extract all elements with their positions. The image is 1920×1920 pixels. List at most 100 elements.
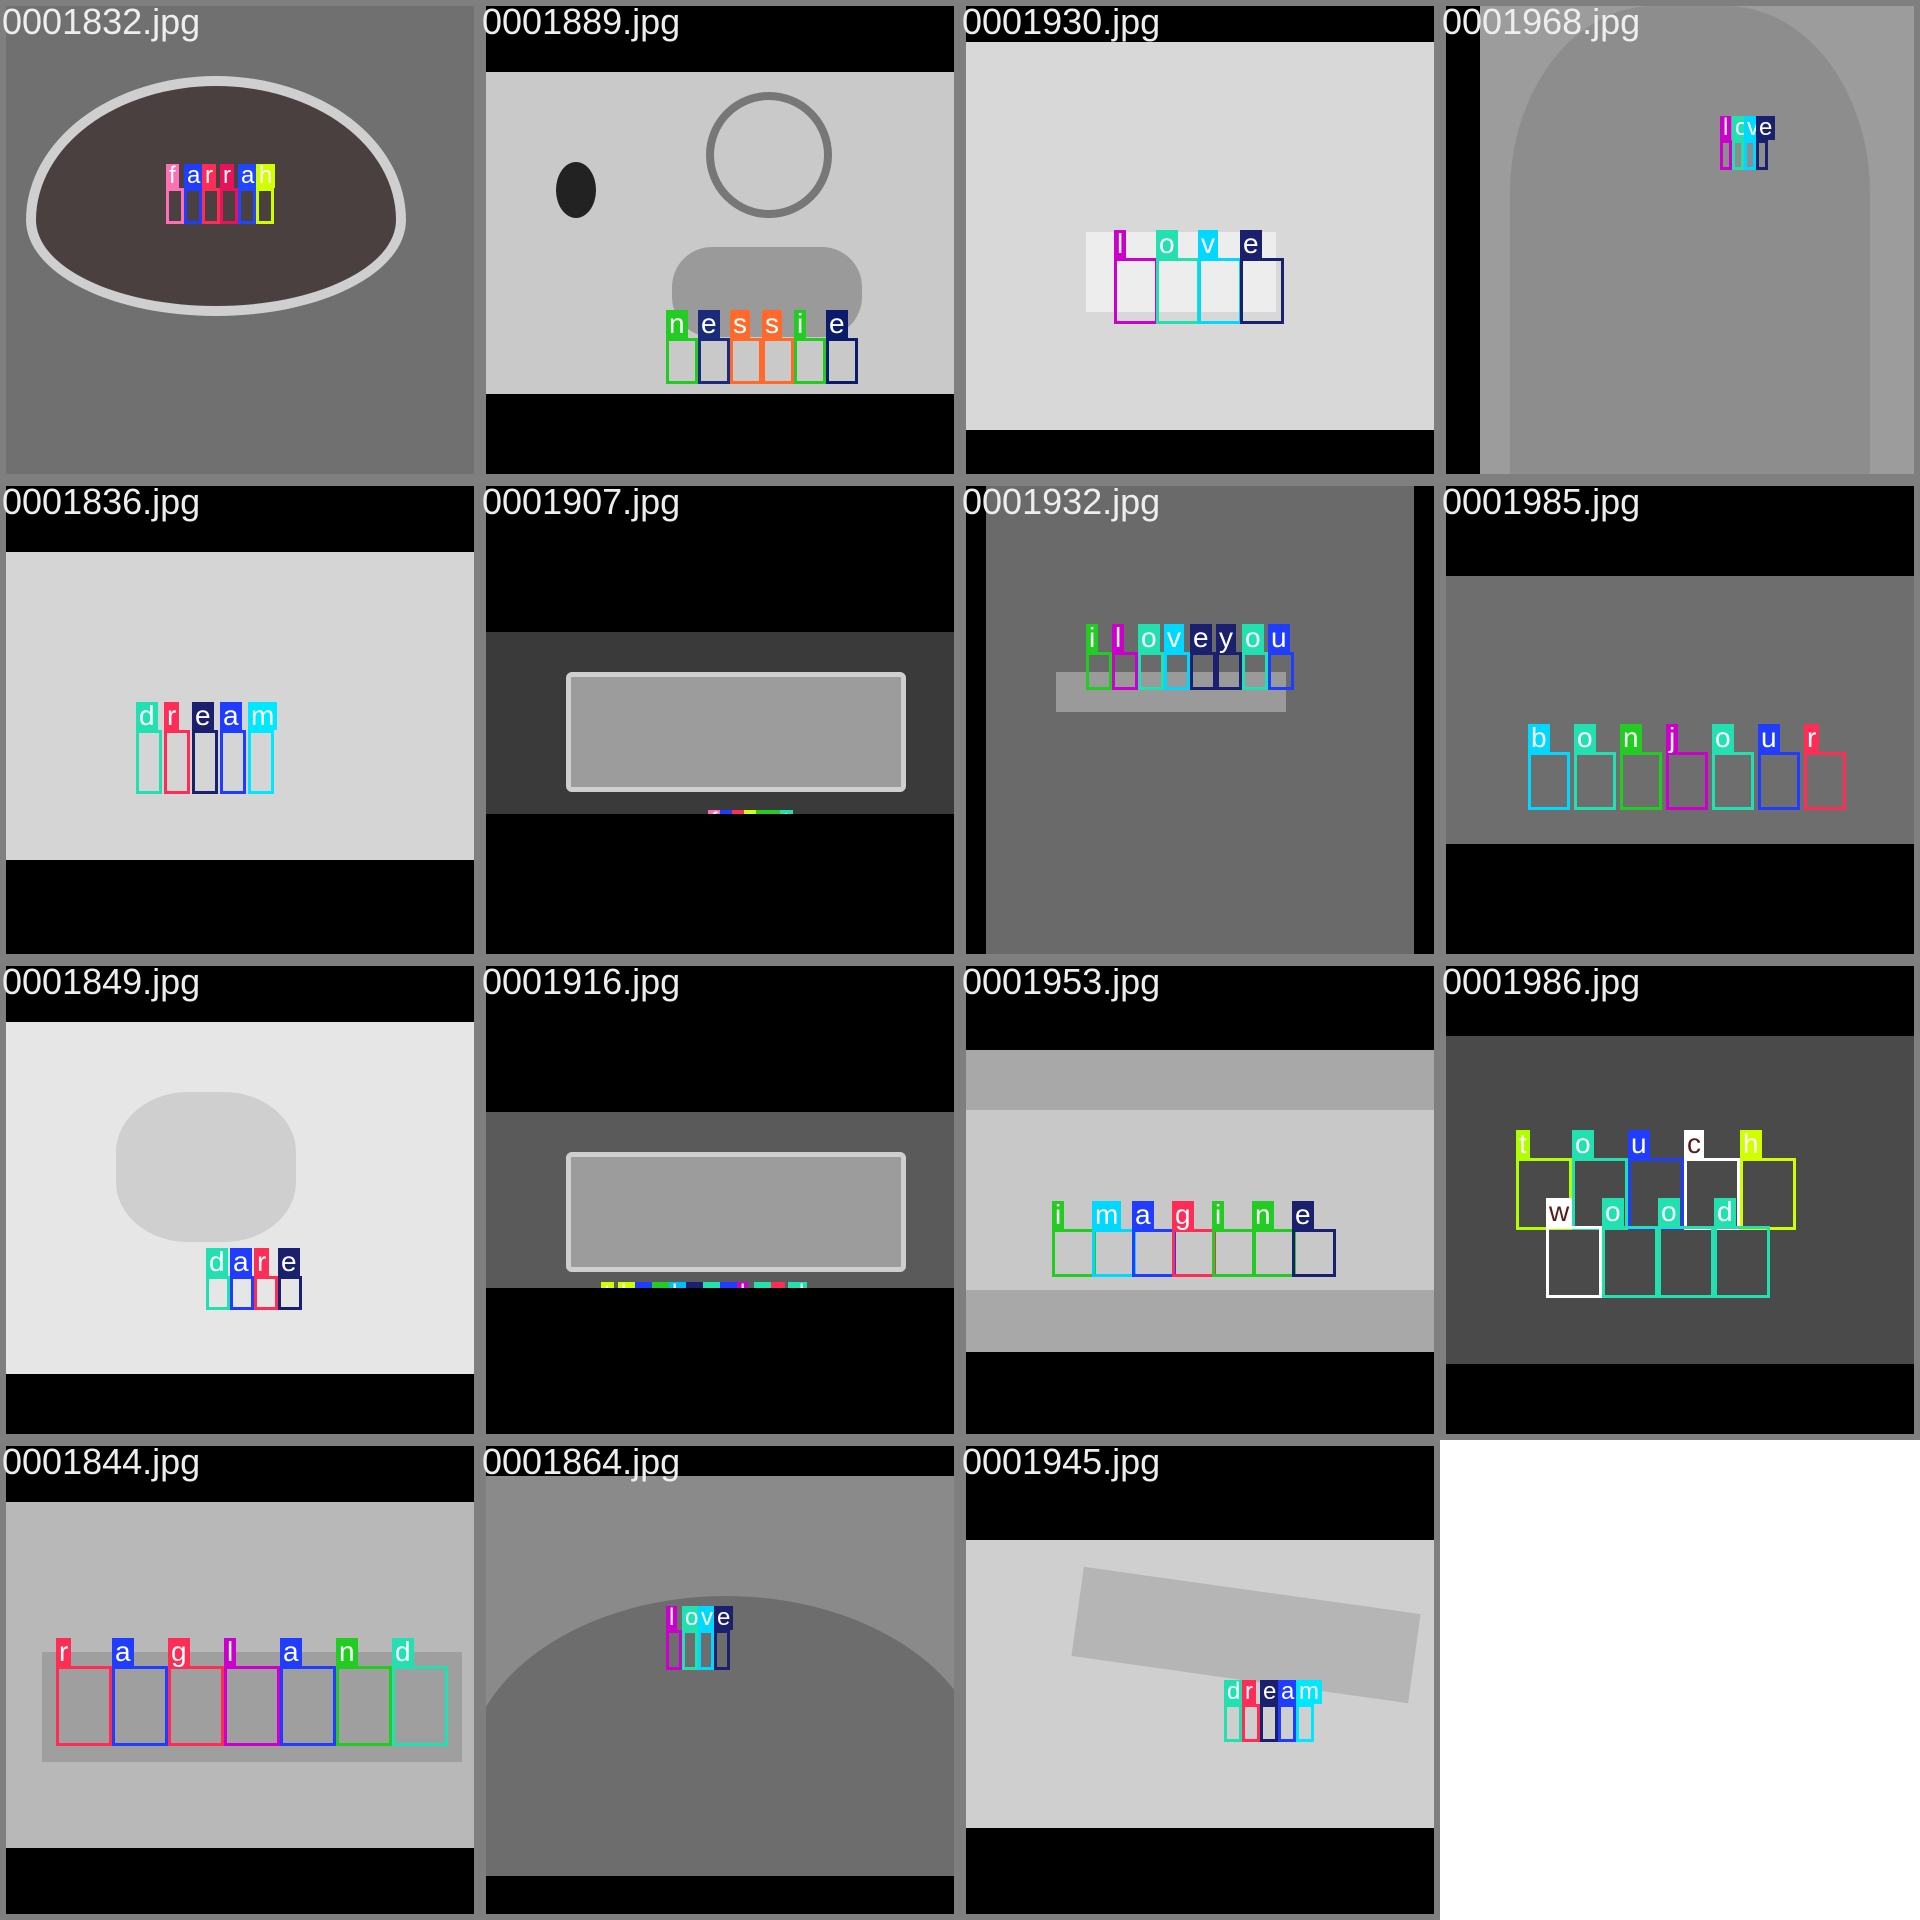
wood-tag <box>1056 672 1286 712</box>
letter-label: e <box>826 310 848 338</box>
braille-cell-box <box>1658 1226 1714 1298</box>
letter-label: d <box>392 1638 414 1666</box>
braille-cell-box <box>1712 752 1754 810</box>
photo-frame: thankyoulord <box>486 966 954 1434</box>
thumbnail-tile[interactable]: b o n j o u r 0001985.jpg <box>1440 480 1920 960</box>
letter-label: d <box>788 1282 808 1288</box>
letter-label: e <box>1240 230 1262 258</box>
letter-label: r <box>202 164 216 188</box>
file-name: 0001985.jpg <box>1442 481 1641 522</box>
letter-label: i <box>1052 1201 1065 1229</box>
letter-label: o <box>1138 624 1160 652</box>
letter-label: a <box>720 810 740 814</box>
letter-label: l <box>1720 116 1732 140</box>
thumbnail-tile[interactable]: n e s s i e 0001889.jpg <box>480 0 960 480</box>
thumbnail-tile[interactable]: fartrat 0001907.jpg <box>480 480 960 960</box>
letter-label: o <box>1712 724 1734 752</box>
braille-cell-box <box>248 730 274 794</box>
braille-cell-box <box>206 1276 230 1310</box>
letter-label: k <box>669 1282 687 1288</box>
braille-cell-box <box>1574 752 1616 810</box>
braille-cell-box <box>1546 1226 1602 1298</box>
letter-label: r <box>756 810 770 814</box>
braille-cell-box <box>164 730 190 794</box>
photo-frame: fartrat <box>486 486 954 954</box>
braille-cell-box <box>698 1630 714 1670</box>
braille-cell-box <box>1804 752 1846 810</box>
braille-cell-box <box>1744 140 1756 170</box>
braille-cell-box <box>220 188 238 224</box>
letter-label: o <box>754 1282 774 1288</box>
letter-label: t <box>1516 1130 1530 1158</box>
letter-label: f <box>166 164 179 188</box>
braille-cell-box <box>1114 258 1158 324</box>
letter-label: w <box>1546 1198 1573 1226</box>
braille-cell-box <box>1190 652 1216 690</box>
thumbnail-tile[interactable]: thankyoulord0001916.jpg <box>480 960 960 1440</box>
thumbnail-tile[interactable]: d r e a m 0001945.jpg <box>960 1440 1440 1920</box>
letter-label: o <box>682 1606 702 1630</box>
letter-label: r <box>254 1248 270 1276</box>
thumbnail-tile[interactable]: f a r r a h 0001832.jpg <box>0 0 480 480</box>
braille-cell-box <box>1156 258 1200 324</box>
braille-cell-box <box>336 1666 392 1746</box>
braille-cell-box <box>1296 1704 1314 1742</box>
braille-cell-box <box>230 1276 254 1310</box>
thumbnail-tile[interactable]: t o u c h w o o d 0001986.jpg <box>1440 960 1920 1440</box>
braille-cell-box <box>166 188 184 224</box>
file-name: 0001907.jpg <box>482 481 681 522</box>
letter-label: d <box>206 1248 228 1276</box>
letter-label: n <box>1620 724 1642 752</box>
thumbnail-tile[interactable]: l o v e 0001930.jpg <box>960 0 1440 480</box>
thumbnail-tile[interactable]: i l o v e y o u 0001932.jpg <box>960 480 1440 960</box>
file-name: 0001945.jpg <box>962 1441 1161 1482</box>
letter-label: r <box>56 1638 72 1666</box>
letter-label: e <box>1292 1201 1314 1229</box>
file-name: 0001953.jpg <box>962 961 1161 1002</box>
letter-label: o <box>1156 230 1178 258</box>
file-name: 0001986.jpg <box>1442 961 1641 1002</box>
file-name: 0001836.jpg <box>2 481 201 522</box>
braille-cell-box <box>762 338 794 384</box>
coral <box>486 1596 954 1876</box>
braille-cell-box <box>1132 1229 1176 1277</box>
thumbnail-tile[interactable]: d a r e 0001849.jpg <box>0 960 480 1440</box>
thumbnail-tile[interactable]: i m a g i n e 0001953.jpg <box>960 960 1440 1440</box>
letter-label: e <box>714 1606 734 1630</box>
thumbnail-tile[interactable]: d r e a m 0001836.jpg <box>0 480 480 960</box>
braille-cell-box <box>1278 1704 1296 1742</box>
letter-label: r <box>771 1282 785 1288</box>
letter-label: a <box>768 810 788 814</box>
braille-cell-box <box>1528 752 1570 810</box>
braille-cell-box <box>1516 1158 1572 1230</box>
letter-label: f <box>708 810 721 814</box>
letter-label: r <box>220 164 234 188</box>
file-name: 0001889.jpg <box>482 1 681 42</box>
letter-label: e <box>1756 116 1776 140</box>
thumbnail-tile[interactable]: r a g l a n d 0001844.jpg <box>0 1440 480 1920</box>
thumbnail-tile[interactable]: l o v e 0001864.jpg <box>480 1440 960 1920</box>
metal-plaque <box>566 672 906 792</box>
letter-label: u <box>1628 1130 1650 1158</box>
braille-cell-box <box>1092 1229 1136 1277</box>
braille-cell-box <box>1242 1704 1260 1742</box>
letter-label: r <box>1804 724 1820 752</box>
letter-label: u <box>1758 724 1780 752</box>
letter-label: m <box>1092 1201 1122 1229</box>
letter-label: a <box>280 1638 302 1666</box>
thumbnail-tile[interactable]: l o v e 0001968.jpg <box>1440 0 1920 480</box>
letter-label: h <box>618 1282 638 1288</box>
bee-icon <box>556 162 596 218</box>
letter-label: a <box>184 164 204 188</box>
braille-cell-box <box>1086 652 1112 690</box>
braille-cell-box <box>1212 1229 1256 1277</box>
photo-scene: fartrat <box>486 632 954 814</box>
